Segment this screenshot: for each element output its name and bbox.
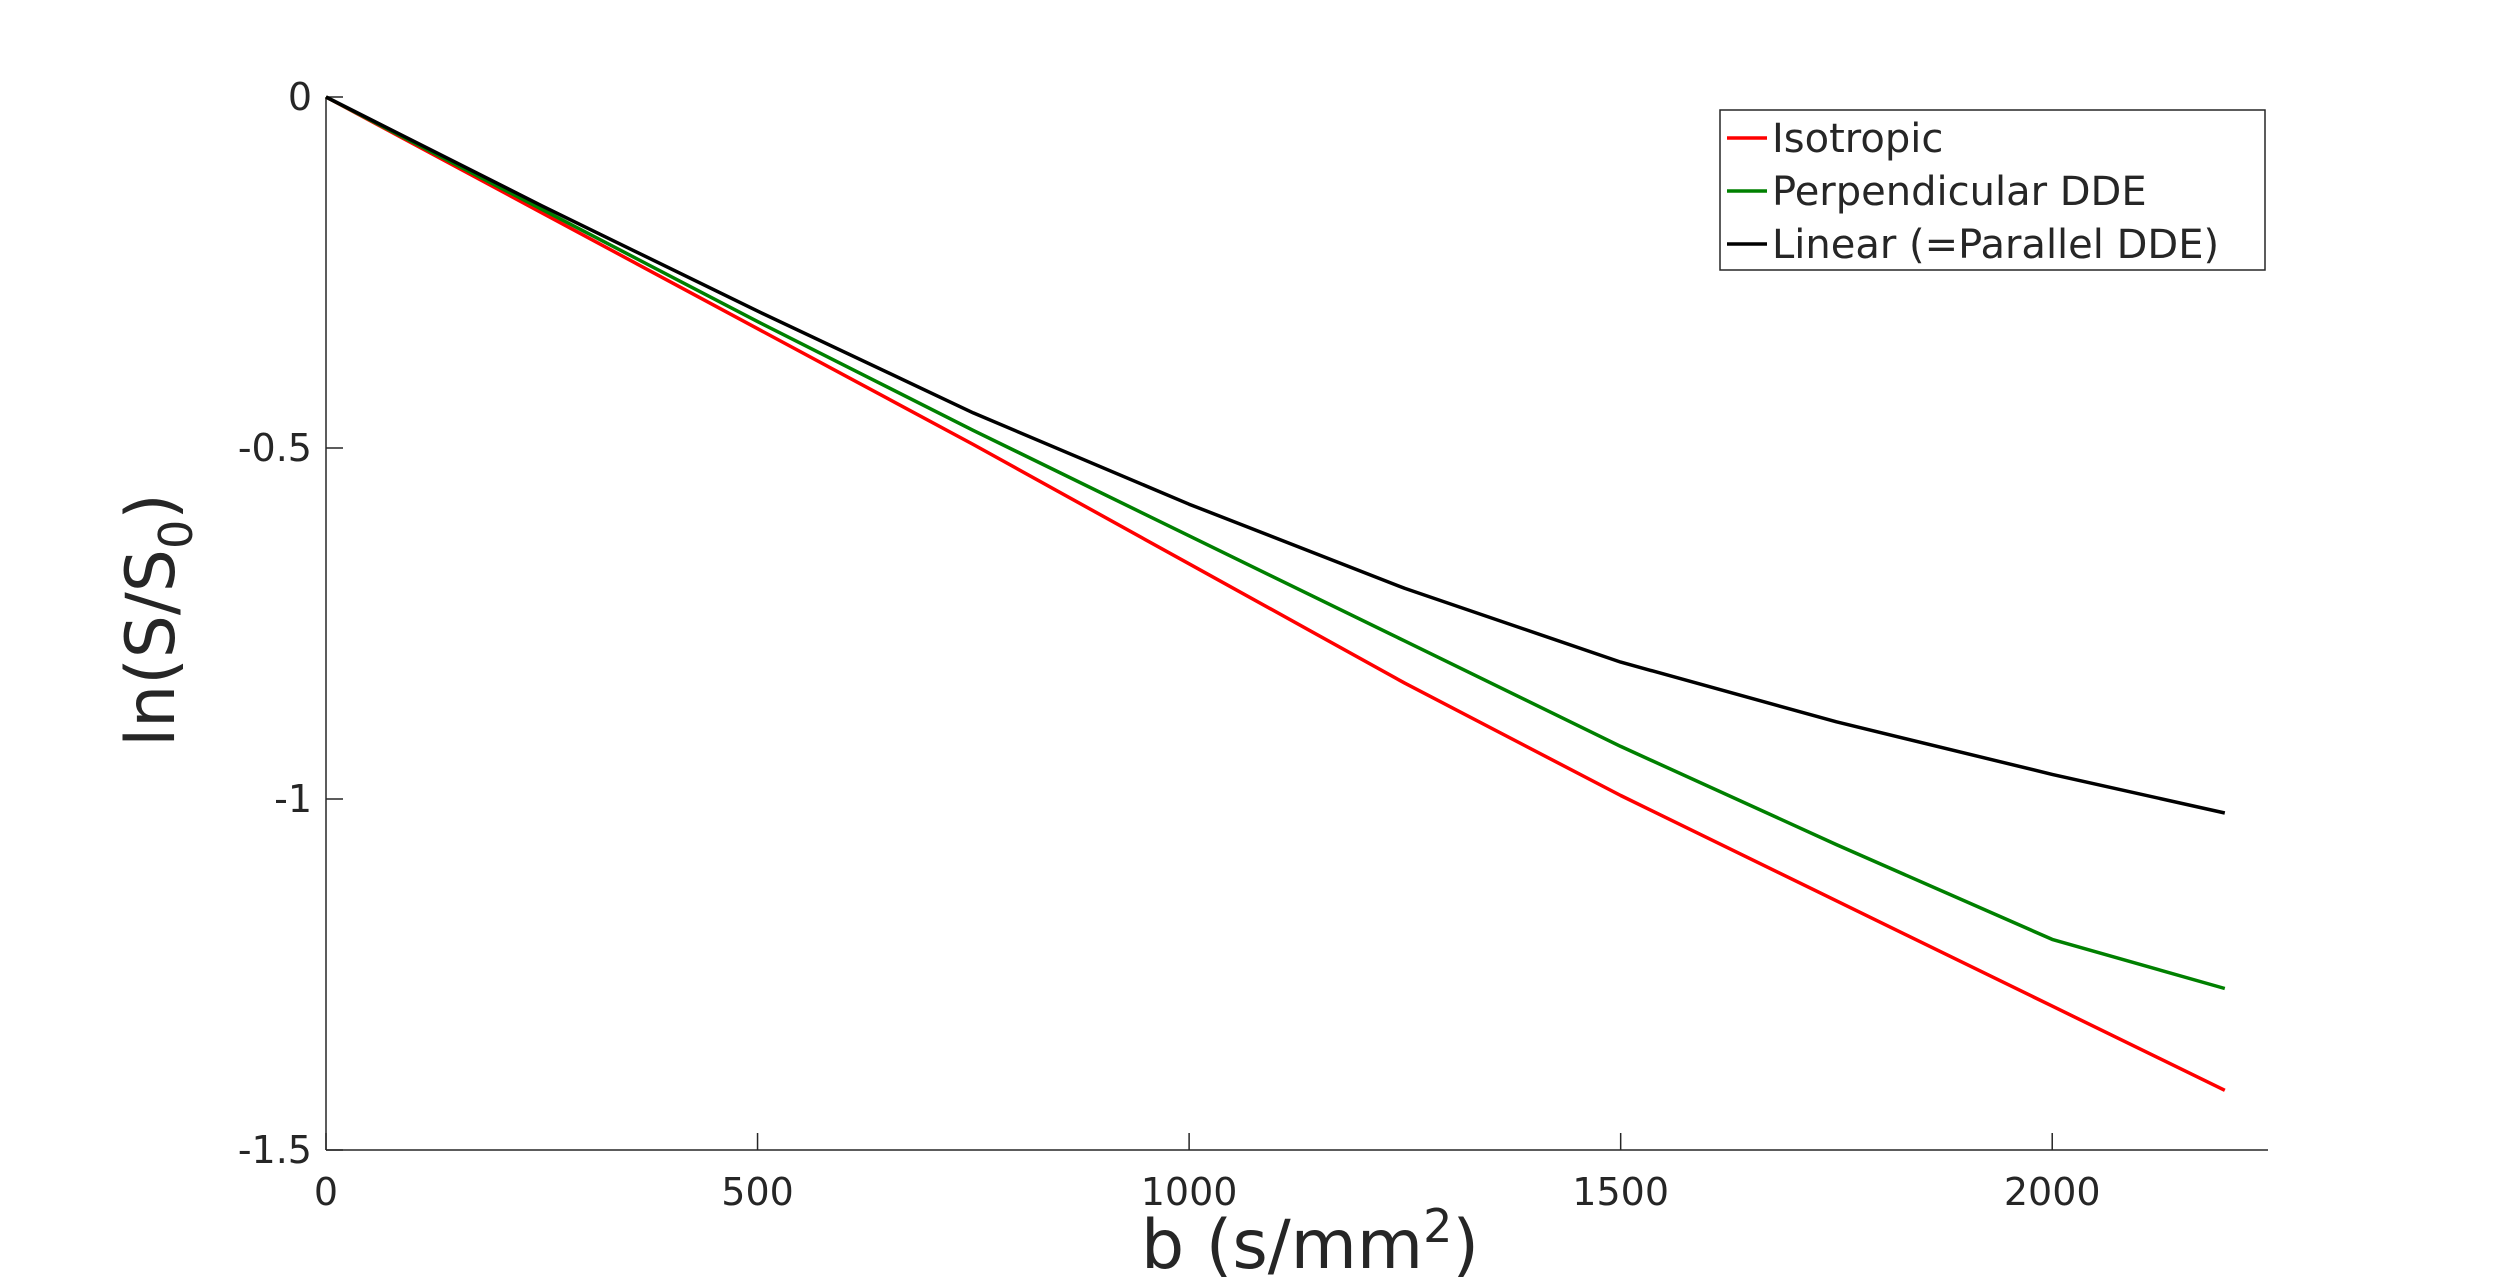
series-lines — [325, 95, 2226, 1092]
legend-box — [1719, 109, 2266, 271]
legend-label: Perpendicular DDE — [1772, 169, 2147, 215]
y-tick-label: -1 — [274, 777, 312, 821]
x-tick-label: 0 — [314, 1170, 338, 1214]
series-line — [325, 95, 2226, 991]
x-tick-label: 1000 — [1141, 1170, 1238, 1214]
x-tick-label: 2000 — [2004, 1170, 2101, 1214]
x-tick-label: 1500 — [1572, 1170, 1669, 1214]
x-tick-label: 500 — [721, 1170, 794, 1214]
x-axis-title: b (s/mm2) — [1141, 1199, 1479, 1285]
y-tick-label: -0.5 — [238, 426, 312, 470]
legend-label: Isotropic — [1772, 116, 1943, 162]
y-axis-title: ln(S/S0) — [112, 493, 203, 747]
legend: Isotropic Perpendicular DDE Linear (=Paral… — [1719, 109, 2266, 271]
y-tick-label: 0 — [288, 75, 312, 119]
y-tick-label: -1.5 — [238, 1128, 312, 1172]
series-line — [325, 95, 2226, 1092]
axes — [325, 97, 2268, 1151]
y-ticks: 0 -0.5 -1 -1.5 — [238, 75, 343, 1172]
x-ticks: 0 500 1000 1500 2000 — [314, 1133, 2101, 1214]
series-line — [325, 95, 2226, 815]
legend-label: Linear (=Parallel DDE) — [1772, 222, 2219, 268]
